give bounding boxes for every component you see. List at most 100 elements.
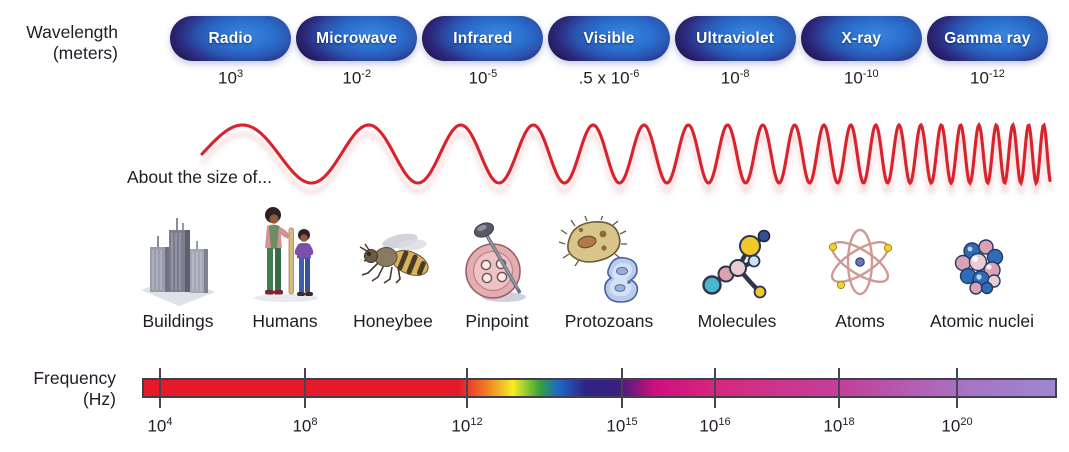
- frequency-tick: [304, 368, 306, 408]
- size-label-protozoans: Protozoans: [564, 311, 654, 331]
- frequency-axis-label-line2: (Hz): [82, 388, 116, 409]
- frequency-tick-label: 104: [115, 416, 205, 437]
- band-ultraviolet: Ultraviolet 10-8: [674, 16, 796, 89]
- frequency-tick: [956, 368, 958, 408]
- band-value-base: 10: [970, 68, 989, 88]
- band-visible: Visible .5 x 10-6: [548, 16, 670, 89]
- band-value-ultraviolet: 10-8: [721, 68, 750, 89]
- band-value-exponent: -2: [361, 68, 372, 80]
- wave-path: [200, 121, 1052, 187]
- size-item-protozoans: Protozoans: [547, 198, 671, 332]
- atomic-nuclei-icon: [954, 239, 1004, 295]
- band-value-exponent: 3: [236, 68, 244, 80]
- size-item-atoms: Atoms: [798, 198, 922, 332]
- tick-base: 10: [699, 416, 719, 436]
- size-item-pinpoint: Pinpoint: [435, 198, 559, 332]
- size-item-buildings: Buildings: [116, 198, 240, 332]
- band-infrared: Infrared 10-5: [422, 16, 544, 89]
- size-caption: About the size of...: [127, 167, 272, 187]
- frequency-tick-label: 108: [260, 416, 350, 437]
- frequency-tick: [838, 368, 840, 408]
- band-value-exponent: -5: [487, 68, 498, 80]
- tick-exponent: 15: [625, 416, 638, 428]
- frequency-tick-label: 1016: [670, 416, 760, 437]
- size-item-humans: Humans: [223, 198, 347, 332]
- tick-exponent: 12: [470, 416, 483, 428]
- band-value-exponent: -6: [629, 68, 640, 80]
- frequency-tick-label: 1015: [577, 416, 667, 437]
- size-item-honeybee: Honeybee: [331, 198, 455, 332]
- band-value-radio: 103: [218, 68, 243, 89]
- size-item-atomic-nuclei: Atomic nuclei: [920, 198, 1044, 332]
- frequency-tick: [714, 368, 716, 408]
- band-pill-xray: X-ray: [800, 16, 922, 61]
- band-value-exponent: -12: [988, 68, 1005, 80]
- wavelength-axis-label-line1: Wavelength: [26, 22, 118, 42]
- band-pill-label: Infrared: [453, 29, 513, 47]
- band-value-base: 10: [468, 68, 488, 88]
- band-value-base: 10: [218, 68, 237, 88]
- band-value-base: 10: [843, 68, 863, 88]
- wave-shadow: [200, 129, 1052, 197]
- size-label-atoms: Atoms: [835, 311, 885, 331]
- band-pill-label: Visible: [583, 29, 635, 47]
- band-value-prefix: .5 x: [578, 68, 611, 88]
- size-label-atomic-nuclei: Atomic nuclei: [929, 311, 1035, 331]
- size-label-molecules: Molecules: [697, 311, 777, 331]
- size-item-molecules: Molecules: [675, 198, 799, 332]
- frequency-tick-label: 1012: [422, 416, 512, 437]
- frequency-tick: [159, 368, 161, 408]
- buildings-icon: [141, 218, 215, 306]
- band-value-gammaray: 10-12: [970, 68, 1005, 89]
- band-row: Radio 103 Microwave 10-2 Infrared 10-5 V…: [170, 16, 1048, 89]
- band-pill-microwave: Microwave: [296, 16, 418, 61]
- size-label-buildings: Buildings: [142, 311, 214, 331]
- frequency-axis-label-line1: Frequency: [33, 368, 116, 388]
- tick-exponent: 16: [718, 416, 731, 428]
- wavelength-axis-label: Wavelength (meters): [6, 22, 118, 63]
- band-pill-visible: Visible: [548, 16, 670, 61]
- frequency-axis-label: Frequency (Hz): [22, 368, 116, 409]
- band-pill-label: Gamma ray: [944, 29, 1031, 47]
- band-gammaray: Gamma ray 10-12: [926, 16, 1048, 89]
- size-label-humans: Humans: [252, 311, 318, 331]
- tick-base: 10: [606, 416, 626, 436]
- band-value-base: 10: [720, 68, 740, 88]
- band-value-exponent: -10: [862, 68, 879, 80]
- frequency-gradient-bar: [142, 378, 1057, 398]
- tick-base: 10: [823, 416, 843, 436]
- wavelength-wave-graphic: [200, 121, 1052, 197]
- pinpoint-icon: [465, 222, 526, 302]
- band-radio: Radio 103: [170, 16, 292, 89]
- size-label-pinpoint: Pinpoint: [465, 311, 529, 331]
- wavelength-axis-label-line2: (meters): [52, 42, 118, 63]
- band-value-base: 10: [342, 68, 362, 88]
- tick-exponent: 8: [311, 416, 318, 428]
- tick-base: 10: [451, 416, 471, 436]
- band-pill-label: Radio: [208, 29, 253, 47]
- honeybee-icon: [359, 233, 429, 284]
- frequency-tick-label: 1018: [794, 416, 884, 437]
- band-pill-infrared: Infrared: [422, 16, 544, 61]
- band-xray: X-ray 10-10: [800, 16, 922, 89]
- band-pill-radio: Radio: [170, 16, 292, 61]
- frequency-tick-label: 1020: [912, 416, 1002, 437]
- molecules-icon: [702, 229, 771, 299]
- band-pill-label: Ultraviolet: [696, 29, 775, 47]
- band-pill-ultraviolet: Ultraviolet: [674, 16, 796, 61]
- protozoans-icon: [558, 216, 639, 303]
- tick-base: 10: [292, 416, 312, 436]
- frequency-tick: [466, 368, 468, 408]
- tick-exponent: 4: [166, 416, 173, 428]
- tick-exponent: 18: [842, 416, 855, 428]
- band-pill-label: X-ray: [841, 29, 882, 47]
- band-value-exponent: -8: [739, 68, 750, 80]
- tick-base: 10: [941, 416, 961, 436]
- band-value-microwave: 10-2: [342, 68, 371, 89]
- band-value-visible: .5 x 10-6: [579, 68, 640, 89]
- band-microwave: Microwave 10-2: [296, 16, 418, 89]
- humans-icon: [254, 207, 318, 302]
- band-pill-gammaray: Gamma ray: [926, 16, 1048, 61]
- band-pill-label: Microwave: [316, 29, 398, 47]
